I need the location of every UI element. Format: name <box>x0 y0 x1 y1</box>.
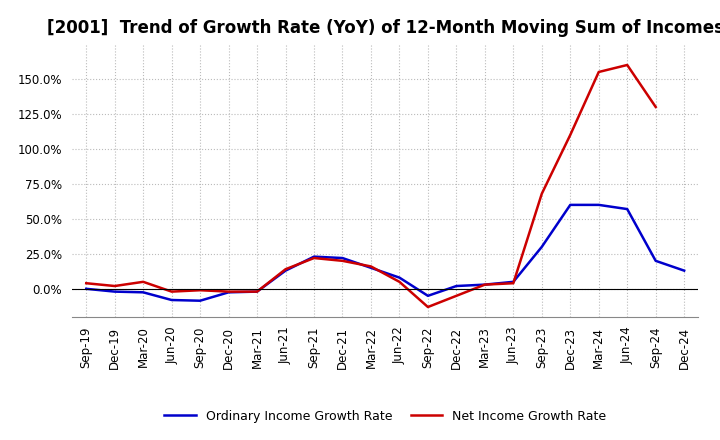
Net Income Growth Rate <box>366 264 375 269</box>
Net Income Growth Rate <box>338 258 347 264</box>
Net Income Growth Rate <box>595 70 603 75</box>
Ordinary Income Growth Rate <box>395 275 404 280</box>
Net Income Growth Rate <box>196 288 204 293</box>
Ordinary Income Growth Rate <box>366 265 375 271</box>
Ordinary Income Growth Rate <box>680 268 688 273</box>
Ordinary Income Growth Rate <box>452 283 461 289</box>
Net Income Growth Rate <box>652 104 660 110</box>
Line: Ordinary Income Growth Rate: Ordinary Income Growth Rate <box>86 205 684 301</box>
Ordinary Income Growth Rate <box>338 255 347 260</box>
Ordinary Income Growth Rate <box>310 254 318 259</box>
Ordinary Income Growth Rate <box>282 268 290 273</box>
Net Income Growth Rate <box>566 132 575 138</box>
Ordinary Income Growth Rate <box>423 293 432 298</box>
Ordinary Income Growth Rate <box>253 289 261 294</box>
Net Income Growth Rate <box>537 191 546 196</box>
Net Income Growth Rate <box>167 289 176 294</box>
Ordinary Income Growth Rate <box>82 286 91 291</box>
Ordinary Income Growth Rate <box>167 297 176 303</box>
Ordinary Income Growth Rate <box>652 258 660 264</box>
Net Income Growth Rate <box>110 283 119 289</box>
Net Income Growth Rate <box>423 304 432 310</box>
Net Income Growth Rate <box>225 289 233 294</box>
Net Income Growth Rate <box>452 293 461 298</box>
Ordinary Income Growth Rate <box>623 206 631 212</box>
Legend: Ordinary Income Growth Rate, Net Income Growth Rate: Ordinary Income Growth Rate, Net Income … <box>159 405 611 428</box>
Ordinary Income Growth Rate <box>110 289 119 294</box>
Net Income Growth Rate <box>310 255 318 260</box>
Title: [2001]  Trend of Growth Rate (YoY) of 12-Month Moving Sum of Incomes: [2001] Trend of Growth Rate (YoY) of 12-… <box>47 19 720 37</box>
Net Income Growth Rate <box>139 279 148 285</box>
Ordinary Income Growth Rate <box>566 202 575 208</box>
Line: Net Income Growth Rate: Net Income Growth Rate <box>86 65 656 307</box>
Ordinary Income Growth Rate <box>509 279 518 285</box>
Ordinary Income Growth Rate <box>196 298 204 303</box>
Net Income Growth Rate <box>253 289 261 294</box>
Ordinary Income Growth Rate <box>480 282 489 287</box>
Net Income Growth Rate <box>82 281 91 286</box>
Ordinary Income Growth Rate <box>537 244 546 249</box>
Ordinary Income Growth Rate <box>225 290 233 295</box>
Net Income Growth Rate <box>395 279 404 285</box>
Net Income Growth Rate <box>480 282 489 287</box>
Ordinary Income Growth Rate <box>139 290 148 295</box>
Ordinary Income Growth Rate <box>595 202 603 208</box>
Net Income Growth Rate <box>282 267 290 272</box>
Net Income Growth Rate <box>623 62 631 68</box>
Net Income Growth Rate <box>509 281 518 286</box>
